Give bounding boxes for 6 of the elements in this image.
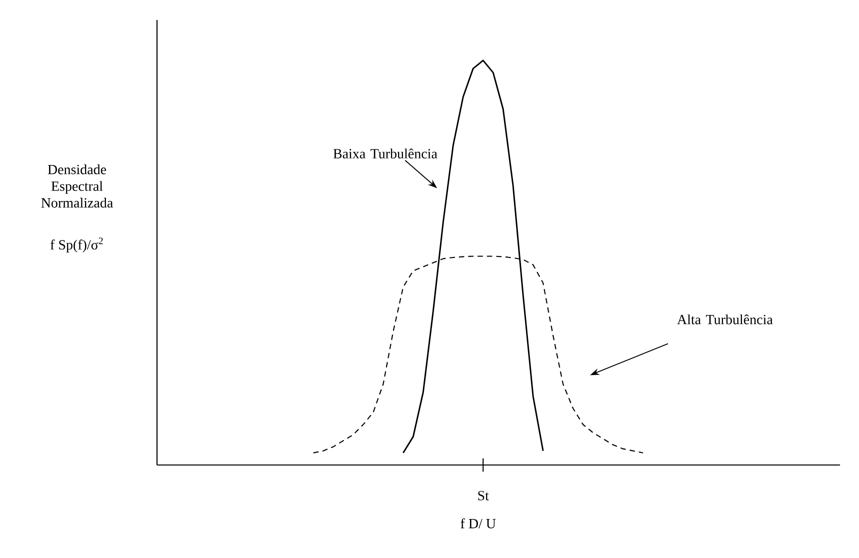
text: Densidade Espectral Normalizada: [41, 164, 113, 208]
text: St: [478, 490, 489, 500]
annotation: Baixa Turbulência: [333, 148, 438, 158]
text: Alta Turbulência: [677, 314, 773, 324]
text: f Sp(f)/σ$^{2}$: [50, 238, 103, 252]
x-axis-title: f D/ U: [460, 518, 496, 528]
